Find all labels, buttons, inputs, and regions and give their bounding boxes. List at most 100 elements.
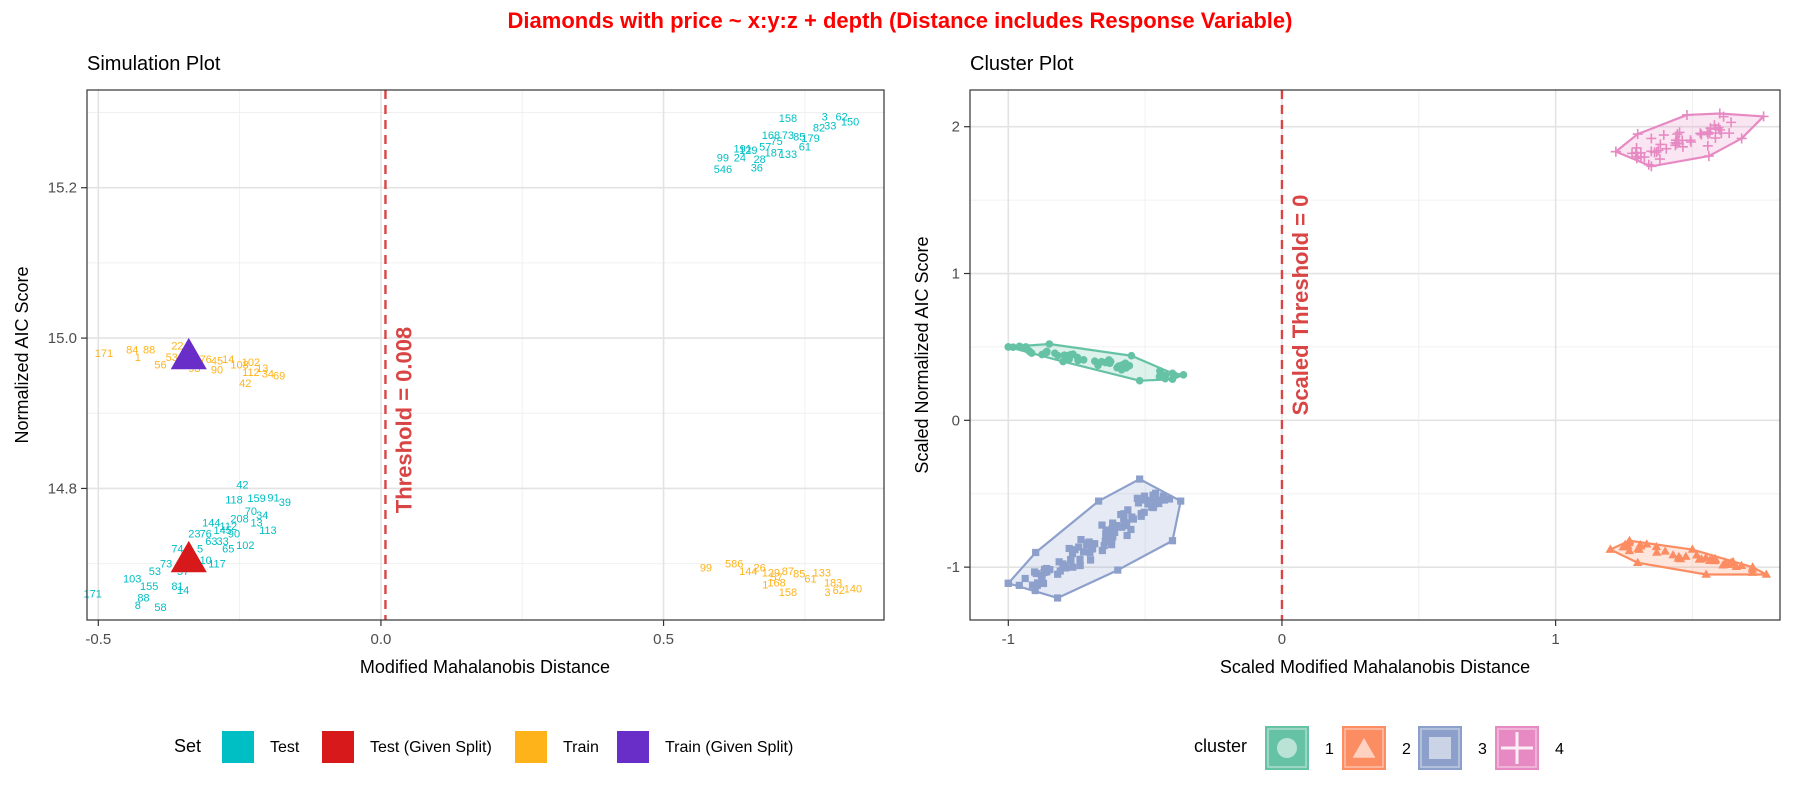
cluster-point bbox=[1106, 357, 1115, 366]
cluster-point bbox=[1177, 497, 1185, 505]
cluster-point bbox=[1015, 581, 1023, 589]
point-label: 22 bbox=[171, 341, 183, 353]
point-label: 546 bbox=[714, 164, 732, 176]
simulation-y-tick-label: 15.0 bbox=[48, 330, 77, 347]
cluster-plot-title: Cluster Plot bbox=[970, 53, 1074, 75]
cluster-point bbox=[1681, 551, 1691, 560]
point-label: 14 bbox=[177, 585, 189, 597]
point-label: 8 bbox=[135, 600, 141, 612]
point-label: 63 bbox=[205, 536, 217, 548]
cluster-threshold: Scaled Threshold = 0 bbox=[1280, 90, 1313, 620]
cluster-point bbox=[1624, 545, 1635, 555]
point-label: 118 bbox=[225, 495, 243, 507]
point-label: 75 bbox=[770, 136, 782, 148]
cluster-point bbox=[1687, 544, 1698, 553]
cluster-point bbox=[1045, 340, 1054, 348]
cluster-point bbox=[1124, 506, 1132, 514]
set-legend: Set Test Test (Given Split) Train Train (Gi… bbox=[174, 731, 793, 763]
cluster-point bbox=[1140, 496, 1149, 504]
cluster-point bbox=[1039, 579, 1048, 588]
cluster-x-label: Scaled Modified Mahalanobis Distance bbox=[1220, 657, 1530, 677]
cluster-point bbox=[1054, 351, 1062, 360]
point-label: 62 bbox=[833, 585, 845, 597]
cluster-point bbox=[1159, 492, 1167, 500]
cluster-point bbox=[1605, 544, 1616, 553]
cluster-point bbox=[1710, 132, 1721, 143]
cluster-point bbox=[1111, 528, 1119, 537]
point-label: 140 bbox=[844, 583, 862, 595]
point-label: 73 bbox=[160, 559, 172, 571]
cluster-point bbox=[1144, 500, 1152, 508]
point-label: 168 bbox=[767, 577, 785, 589]
point-label: 144 bbox=[739, 566, 757, 578]
cluster-point bbox=[1137, 510, 1145, 518]
cluster-point bbox=[1027, 349, 1036, 357]
cluster-point bbox=[1122, 364, 1130, 372]
point-label: 57 bbox=[770, 572, 782, 584]
point-label: 53 bbox=[149, 566, 161, 578]
point-label: 171 bbox=[95, 348, 113, 360]
simulation-axes: -0.5 0.0 0.5 14.8 15.0 15.2 bbox=[48, 180, 674, 648]
cluster-point bbox=[1076, 561, 1084, 570]
cluster-point bbox=[1098, 521, 1106, 529]
cluster-point bbox=[1681, 109, 1692, 120]
point-label: 171 bbox=[83, 589, 101, 601]
cluster-legend-inner-border bbox=[1420, 728, 1460, 768]
set-legend-swatch bbox=[222, 731, 254, 763]
point-label: 84 bbox=[126, 344, 138, 356]
cluster-point bbox=[1061, 562, 1069, 570]
cluster-point bbox=[1725, 558, 1736, 567]
point-label: 155 bbox=[140, 581, 158, 593]
cluster-threshold-label: Scaled Threshold = 0 bbox=[1288, 195, 1313, 416]
point-label: 3 bbox=[822, 111, 828, 123]
simulation-y-label: Normalized AIC Score bbox=[12, 266, 32, 443]
cluster-point bbox=[1108, 525, 1116, 533]
point-label: 187 bbox=[765, 147, 783, 159]
point-label: 42 bbox=[239, 378, 251, 390]
cluster-point bbox=[1695, 128, 1706, 139]
cluster-point bbox=[1086, 556, 1095, 564]
given-split-marker bbox=[170, 337, 207, 370]
point-label: 145 bbox=[213, 525, 231, 537]
point-label: 13 bbox=[250, 517, 262, 529]
point-label: 36 bbox=[751, 162, 763, 174]
cluster-legend-key bbox=[1352, 738, 1376, 758]
cluster-point bbox=[1631, 153, 1642, 164]
set-legend-label: Test (Given Split) bbox=[370, 739, 492, 756]
cluster-axes: -1 0 1 -1 0 1 2 bbox=[947, 119, 1560, 648]
cluster-point bbox=[1148, 503, 1156, 511]
cluster-point bbox=[1021, 574, 1029, 583]
cluster-x-tick-label: 1 bbox=[1551, 631, 1559, 648]
cluster-point bbox=[1108, 541, 1116, 549]
cluster-point bbox=[1133, 494, 1141, 502]
cluster-point bbox=[1127, 351, 1136, 360]
cluster-point bbox=[1032, 569, 1040, 578]
point-label: 112 bbox=[242, 367, 260, 379]
cluster-point bbox=[1118, 523, 1126, 531]
set-legend-title: Set bbox=[174, 736, 201, 756]
point-label: 88 bbox=[143, 344, 155, 356]
point-label: 191 bbox=[734, 144, 752, 156]
cluster-point bbox=[1179, 371, 1188, 379]
point-label: 3 bbox=[824, 587, 830, 599]
cluster-point bbox=[1102, 529, 1110, 538]
cluster-point bbox=[1114, 566, 1122, 574]
cluster-legend-label: 3 bbox=[1478, 741, 1487, 758]
cluster-point bbox=[1109, 533, 1117, 541]
point-label: 76 bbox=[200, 529, 212, 541]
cluster-point bbox=[1053, 594, 1062, 602]
point-label: 34 bbox=[262, 368, 274, 380]
cluster-point bbox=[1631, 142, 1642, 153]
cluster-legend-inner-border bbox=[1344, 728, 1384, 768]
cluster-point bbox=[1042, 348, 1051, 357]
point-label: 73 bbox=[782, 130, 794, 142]
point-label: 129 bbox=[762, 568, 780, 580]
cluster-point bbox=[1069, 350, 1077, 358]
cluster-point bbox=[1672, 129, 1683, 140]
point-label: 24 bbox=[734, 153, 746, 165]
point-label: 117 bbox=[208, 559, 226, 571]
point-label: 34 bbox=[256, 510, 268, 522]
cluster-point bbox=[1171, 371, 1179, 380]
cluster-point bbox=[1097, 357, 1106, 366]
